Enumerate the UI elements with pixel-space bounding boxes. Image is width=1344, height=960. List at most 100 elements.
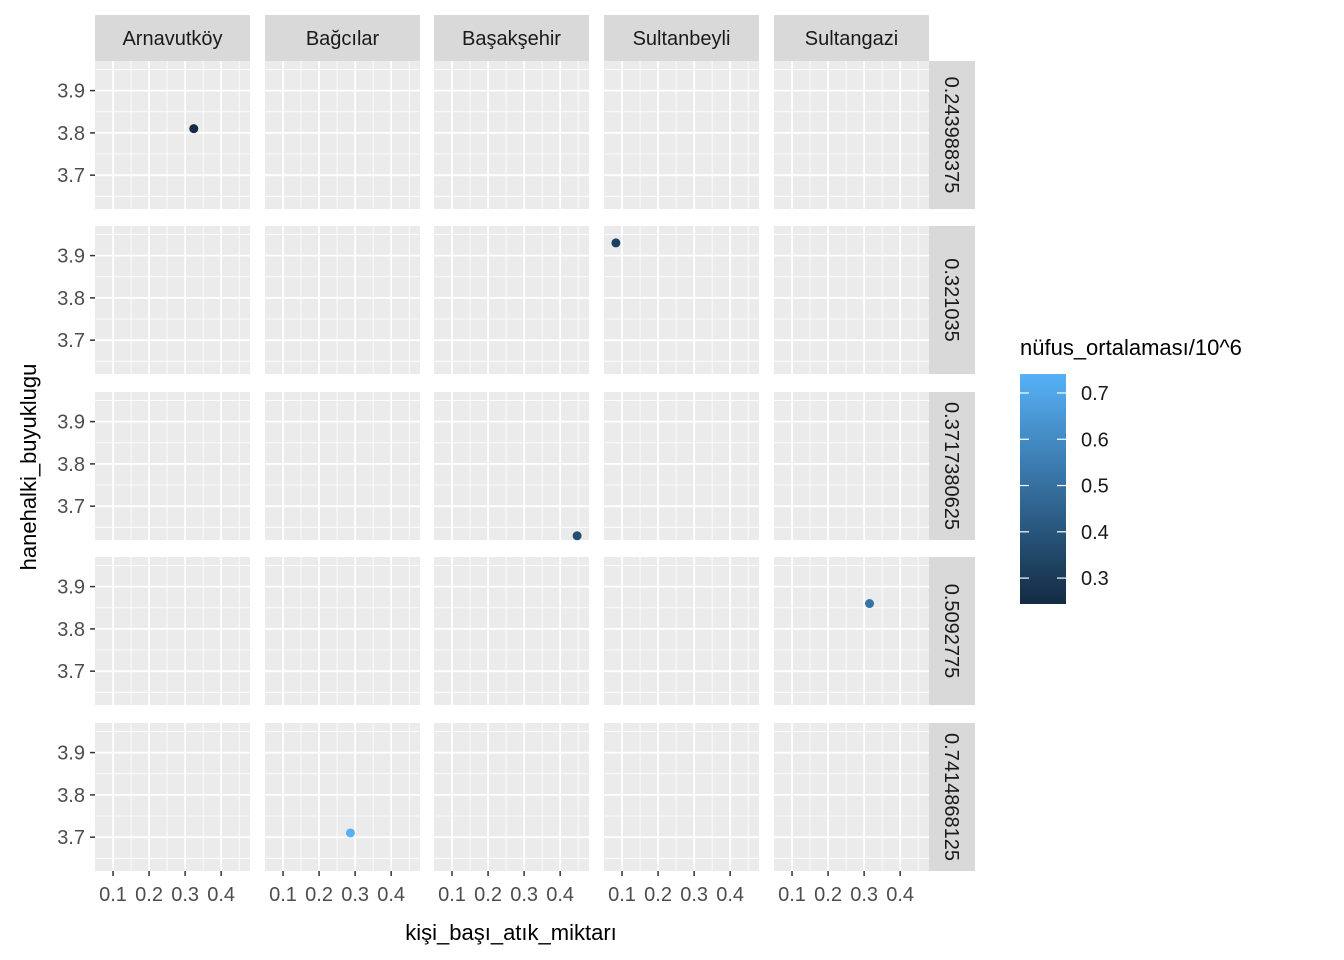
- x-tick-label: 0.4: [207, 884, 235, 906]
- y-tick-label: 3.9: [57, 743, 85, 765]
- y-tick-label: 3.7: [57, 827, 85, 849]
- x-tick-label: 0.2: [814, 884, 842, 906]
- x-tick-label: 0.1: [778, 884, 806, 906]
- x-tick-label: 0.3: [171, 884, 199, 906]
- facet-panel: [434, 557, 589, 705]
- x-tick-label: 0.3: [510, 884, 538, 906]
- x-tick-label: 0.2: [474, 884, 502, 906]
- facet-strip-top: [774, 15, 929, 61]
- x-tick-label: 0.4: [886, 884, 914, 906]
- legend-tick-label: 0.3: [1081, 568, 1109, 590]
- facet-panel: [774, 723, 929, 871]
- facet-col-label: Başakşehir: [462, 28, 561, 50]
- facet-strip-top: [604, 15, 759, 61]
- facet-panel: [265, 226, 420, 374]
- facet-strip-top: [95, 15, 250, 61]
- facet-panel: [604, 557, 759, 705]
- facet-panel: [265, 723, 420, 871]
- x-tick-label: 0.3: [680, 884, 708, 906]
- facet-panel: [604, 392, 759, 540]
- facet-strip-right: [929, 392, 975, 540]
- data-point: [865, 599, 875, 609]
- facet-strips: Arnavutköy Bağcılar Başakşehir Sultanbeyli S…: [95, 15, 975, 871]
- x-tick-label: 0.2: [135, 884, 163, 906]
- facet-row-label: 0.3717380625: [940, 402, 962, 530]
- y-tick-label: 3.7: [57, 165, 85, 187]
- facet-row-label: 0.7414868125: [940, 733, 962, 861]
- facet-panel: [265, 392, 420, 540]
- y-tick-label: 3.9: [57, 577, 85, 599]
- y-tick-label: 3.9: [57, 246, 85, 268]
- facet-panel: [774, 61, 929, 209]
- x-tick-label: 0.1: [99, 884, 127, 906]
- x-tick-label: 0.4: [546, 884, 574, 906]
- facet-panel: [434, 723, 589, 871]
- y-tick-label: 3.7: [57, 330, 85, 352]
- facet-strip-right: [929, 226, 975, 374]
- facet-col-label: Sultanbeyli: [633, 28, 731, 50]
- legend-tick-label: 0.7: [1081, 383, 1109, 405]
- x-tick-label: 0.4: [716, 884, 744, 906]
- x-tick-label: 0.3: [850, 884, 878, 906]
- facet-panel: [434, 226, 589, 374]
- y-tick-label: 3.8: [57, 785, 85, 807]
- y-tick-label: 3.7: [57, 661, 85, 683]
- y-tick-label: 3.7: [57, 496, 85, 518]
- data-point: [611, 238, 621, 248]
- x-tick-label: 0.1: [269, 884, 297, 906]
- facet-panel: [95, 392, 250, 540]
- axes: 3.7 3.8 3.9 3.7 3.8 3.9 3.7 3.8 3.9 3.7 3.8 3.9 3.7 3…: [57, 81, 914, 906]
- legend-tick-label: 0.5: [1081, 476, 1109, 498]
- x-axis-title: kişi_başı_atık_miktarı: [405, 920, 617, 945]
- legend-title: nüfus_ortalaması/10^6: [1020, 335, 1242, 360]
- y-tick-label: 3.8: [57, 288, 85, 310]
- data-points: [189, 124, 875, 838]
- facet-col-label: Arnavutköy: [122, 28, 222, 50]
- facet-col-label: Bağcılar: [306, 28, 380, 50]
- facet-panel: [95, 61, 250, 209]
- legend-tick-label: 0.6: [1081, 429, 1109, 451]
- facet-panel: [434, 61, 589, 209]
- x-tick-label: 0.1: [438, 884, 466, 906]
- x-tick-label: 0.3: [341, 884, 369, 906]
- x-tick-label: 0.1: [608, 884, 636, 906]
- facet-col-label: Sultangazi: [805, 28, 898, 50]
- y-tick-label: 3.8: [57, 454, 85, 476]
- facet-panel: [604, 723, 759, 871]
- facet-strip-right: [929, 723, 975, 871]
- facet-panel: [265, 61, 420, 209]
- facet-panel: [434, 392, 589, 540]
- facet-panel: [774, 557, 929, 705]
- facet-strip-top: [434, 15, 589, 61]
- facet-panel: [604, 61, 759, 209]
- facet-strip-top: [265, 15, 420, 61]
- data-point: [345, 828, 355, 838]
- facet-row-label: 0.5092775: [940, 584, 962, 679]
- facet-panel: [95, 723, 250, 871]
- facet-panel: [774, 226, 929, 374]
- y-tick-label: 3.8: [57, 123, 85, 145]
- facet-panels: [95, 61, 929, 871]
- y-axis-title: hanehalki_buyuklugu: [16, 364, 41, 571]
- x-tick-label: 0.4: [377, 884, 405, 906]
- legend-tick-label: 0.4: [1081, 522, 1109, 544]
- facet-panel: [95, 226, 250, 374]
- facet-panel: [604, 226, 759, 374]
- x-tick-label: 0.2: [305, 884, 333, 906]
- facet-panel: [265, 557, 420, 705]
- y-tick-label: 3.8: [57, 619, 85, 641]
- facet-strip-right: [929, 61, 975, 209]
- facet-panel: [774, 392, 929, 540]
- data-point: [572, 531, 582, 541]
- data-point: [189, 124, 199, 134]
- legend: nüfus_ortalaması/10^6 0.3 0.4 0.5 0.6 0.7: [1020, 335, 1242, 604]
- y-tick-label: 3.9: [57, 412, 85, 434]
- facet-row-label: 0.243988375: [940, 77, 962, 194]
- facet-strip-right: [929, 557, 975, 705]
- facet-panel: [95, 557, 250, 705]
- facet-row-label: 0.321035: [940, 258, 962, 341]
- x-tick-label: 0.2: [644, 884, 672, 906]
- legend-colorbar: [1020, 374, 1066, 604]
- y-tick-label: 3.9: [57, 81, 85, 103]
